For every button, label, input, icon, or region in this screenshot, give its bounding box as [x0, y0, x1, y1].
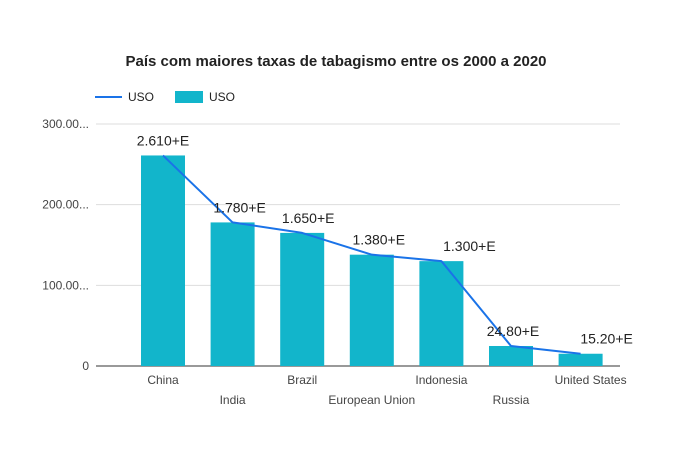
data-label: 24.80+E: [487, 323, 540, 339]
bar: [419, 261, 464, 366]
legend-label-line: USO: [128, 90, 154, 104]
x-category-label: European Union: [328, 393, 415, 407]
bar-series: [141, 155, 603, 366]
x-category-label: Brazil: [287, 373, 317, 387]
y-tick-label: 200.00...: [42, 198, 89, 212]
x-category-label: United States: [555, 373, 627, 387]
legend-bar-swatch: [175, 91, 203, 103]
data-label: 1.650+E: [282, 210, 335, 226]
data-label: 15.20+E: [580, 331, 633, 347]
bar: [558, 353, 603, 366]
data-label: 1.780+E: [213, 199, 266, 215]
bar: [280, 232, 325, 366]
x-category-label: Indonesia: [415, 373, 467, 387]
data-label: 1.300+E: [443, 238, 496, 254]
y-tick-label: 100.00...: [42, 278, 89, 292]
legend-label-bar: USO: [209, 90, 235, 104]
chart-title: País com maiores taxas de tabagismo entr…: [125, 53, 546, 70]
x-category-label: India: [220, 393, 246, 407]
bar: [141, 155, 185, 366]
x-category-label: China: [147, 373, 179, 387]
y-tick-label: 0: [82, 359, 89, 373]
data-labels: 2.610+E 1.780+E 1.650+E 1.380+E 1.300+E 24.80…: [137, 132, 633, 346]
bar: [210, 222, 255, 366]
bar: [349, 254, 394, 366]
y-tick-label: 300.00...: [42, 117, 89, 131]
line-series: [162, 154, 581, 355]
bar: [489, 345, 533, 366]
data-label: 1.380+E: [353, 232, 406, 248]
x-category-label: Russia: [493, 393, 530, 407]
series-line: [162, 154, 581, 355]
y-axis: 0 100.00... 200.00... 300.00...: [42, 117, 89, 373]
data-label: 2.610+E: [137, 132, 190, 148]
legend: USO USO: [95, 90, 235, 104]
